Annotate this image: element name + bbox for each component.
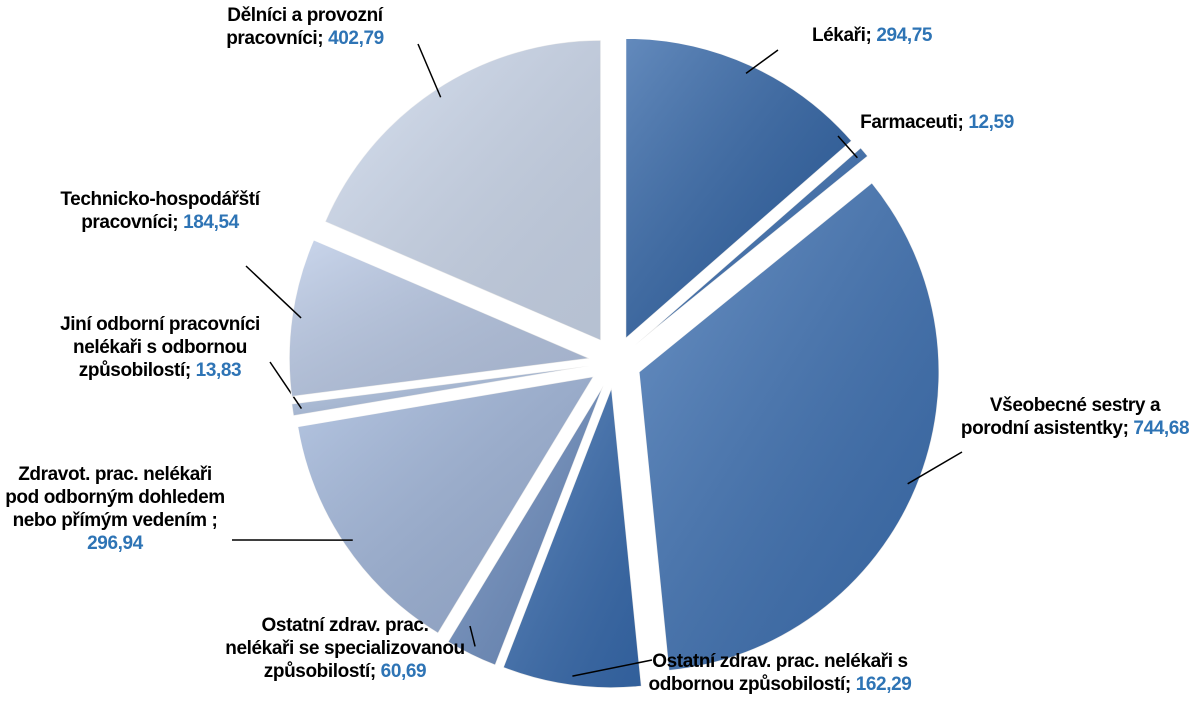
category-name: Lékaři; bbox=[811, 25, 872, 46]
slice-shade bbox=[634, 147, 868, 346]
slice-label: Lékaři; 294,75 bbox=[762, 24, 982, 47]
slice-label: Dělníci a provozní pracovníci; 402,79 bbox=[195, 4, 415, 50]
slice-shade bbox=[291, 365, 590, 416]
value-label: 12,59 bbox=[968, 112, 1014, 133]
leader-line bbox=[572, 659, 653, 677]
slice-shade bbox=[639, 182, 940, 671]
leader-line bbox=[269, 361, 303, 409]
category-name: Zdravot. prac. nelékaři pod odborným doh… bbox=[5, 464, 225, 531]
slice-label: Jiní odborní pracovníci nelékaři s odbor… bbox=[50, 313, 270, 382]
slice-shade bbox=[503, 387, 642, 688]
leader-line bbox=[837, 135, 858, 159]
leader-line bbox=[469, 625, 476, 647]
category-name: Ostatní zdrav. prac. nelékaři s odbornou… bbox=[648, 651, 909, 695]
slice-shade bbox=[325, 40, 601, 341]
value-label: 402,79 bbox=[328, 28, 384, 49]
category-name: Dělníci a provozní pracovníci; bbox=[226, 5, 383, 49]
value-label: 744,68 bbox=[1133, 418, 1190, 439]
category-name: Ostatní zdrav. prac. nelékaři se special… bbox=[225, 615, 465, 682]
slice-label: Ostatní zdrav. prac. nelékaři se special… bbox=[225, 614, 465, 683]
category-name: Technicko-hospodářští pracovníci; bbox=[60, 189, 260, 233]
category-name: Farmaceuti; bbox=[860, 112, 964, 133]
leader-line bbox=[417, 43, 442, 98]
value-label: 184,54 bbox=[183, 212, 239, 233]
slice-shade bbox=[297, 376, 594, 634]
leader-line bbox=[745, 49, 779, 74]
slice-label: Zdravot. prac. nelékaři pod odborným doh… bbox=[0, 463, 230, 555]
leader-line bbox=[245, 265, 302, 319]
value-label: 13,83 bbox=[195, 360, 242, 381]
value-label: 162,29 bbox=[855, 674, 912, 695]
slice-shade bbox=[625, 38, 852, 339]
slice-shade bbox=[289, 239, 590, 397]
leader-line bbox=[907, 451, 963, 485]
slice-label: Technicko-hospodářští pracovníci; 184,54 bbox=[50, 188, 270, 234]
category-name: Všeobecné sestry a porodní asistentky; bbox=[960, 395, 1161, 439]
category-name: Jiní odborní pracovníci nelékaři s odbor… bbox=[60, 314, 260, 381]
slice-label: Ostatní zdrav. prac. nelékaři s odbornou… bbox=[645, 650, 915, 696]
slice-shade bbox=[448, 385, 604, 666]
slice-label: Všeobecné sestry a porodní asistentky; 7… bbox=[960, 394, 1190, 440]
slice-label: Farmaceuti; 12,59 bbox=[837, 111, 1037, 134]
value-label: 60,69 bbox=[380, 661, 427, 682]
value-label: 296,94 bbox=[87, 533, 143, 554]
value-label: 294,75 bbox=[876, 25, 933, 46]
